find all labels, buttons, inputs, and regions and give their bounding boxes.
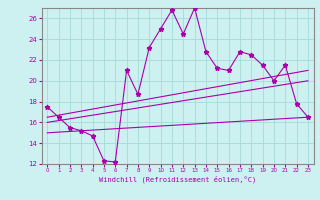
X-axis label: Windchill (Refroidissement éolien,°C): Windchill (Refroidissement éolien,°C) [99,176,256,183]
